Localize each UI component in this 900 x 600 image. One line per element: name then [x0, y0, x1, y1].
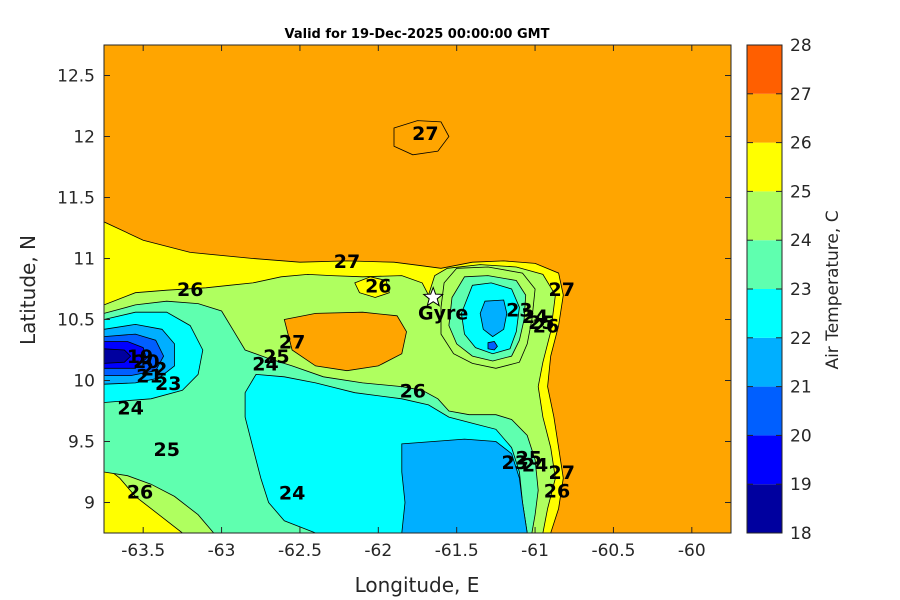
gyre-marker-label: Gyre: [418, 303, 468, 325]
contour-label: 24: [117, 397, 143, 419]
y-tick-label: 11: [73, 250, 95, 270]
contour-region-22: [479, 299, 508, 338]
colorbar-tick-label: 28: [790, 36, 812, 56]
y-tick-label: 9: [84, 494, 95, 514]
x-axis-label: Longitude, E: [355, 573, 480, 597]
contour-label: 27: [548, 279, 574, 301]
contour-region-26: [354, 276, 390, 298]
colorbar: 18 19 20 21 22 23 24 25 26 27 28: [746, 36, 812, 544]
contour-label: 26: [177, 279, 203, 301]
contour-fill-group: [104, 45, 731, 533]
contour-label: 26: [533, 316, 559, 338]
y-tick-label: 12: [73, 128, 95, 148]
colorbar-segment: [747, 93, 782, 143]
contour-label: 27: [412, 123, 438, 145]
x-tick-label: -63: [208, 541, 236, 561]
colorbar-segment: [747, 435, 782, 485]
y-tick-label: 10: [73, 372, 95, 392]
contour-label: 19: [127, 346, 153, 368]
contour-label: 21: [136, 366, 162, 388]
colorbar-segment: [747, 484, 782, 533]
x-tick-label: -62: [364, 541, 392, 561]
contour-label: 25: [263, 346, 289, 368]
contour-label: 26: [365, 275, 391, 297]
colorbar-segment: [747, 142, 782, 192]
colorbar-tick-label: 25: [790, 182, 812, 202]
x-tick-label: -63.5: [121, 541, 165, 561]
contour-label: 23: [155, 373, 181, 395]
contour-region-27: [283, 311, 407, 372]
contour-label: 22: [141, 358, 167, 380]
contour-label: 27: [334, 251, 360, 273]
axes-frame: [103, 44, 732, 534]
contour-label: 23: [506, 300, 532, 322]
contour-label: 27: [548, 462, 574, 484]
colorbar-segment: [747, 240, 782, 289]
x-tick-label: -61: [521, 541, 549, 561]
colorbar-segment: [747, 289, 782, 338]
colorbar-tick-label: 23: [790, 280, 812, 300]
x-tick-label: -62.5: [278, 541, 322, 561]
colorbar-tick-label: 20: [790, 426, 812, 446]
x-tick-label: -60.5: [591, 541, 635, 561]
contour-label: 24: [279, 483, 305, 505]
axes: -63.5 -63 -62.5 -62 -61.5 -61 -60.5 -60 9 9.5 10 10…: [57, 44, 732, 561]
colorbar-segment: [747, 337, 782, 387]
x-tick-label: -61.5: [435, 541, 479, 561]
contour-label: 24: [522, 455, 548, 477]
contour-label: 25: [153, 439, 179, 461]
contour-label: 27: [279, 331, 305, 353]
colorbar-tick-label: 18: [790, 524, 812, 544]
contour-label: 26: [544, 480, 570, 502]
gyre-star-marker: [422, 286, 445, 307]
y-tick-label: 11.5: [57, 189, 95, 209]
y-axis-label: Latitude, N: [16, 235, 40, 345]
y-tick-label: 12.5: [57, 67, 95, 87]
colorbar-tick-label: 19: [790, 475, 812, 495]
contour-label: 20: [133, 351, 159, 373]
colorbar-tick-label: 24: [790, 231, 812, 251]
colorbar-tick-label: 22: [790, 329, 812, 349]
colorbar-segment: [747, 45, 782, 94]
contour-region-19: [104, 348, 132, 364]
colorbar-segment: [747, 191, 782, 241]
y-tick-label: 9.5: [68, 433, 95, 453]
contour-region-21: [487, 341, 498, 351]
contour-region-27: [393, 120, 450, 156]
colorbar-tick-label: 21: [790, 378, 812, 398]
contour-label: 25: [528, 312, 554, 334]
colorbar-label: Air Temperature, C: [823, 210, 843, 369]
contour-region-22: [401, 438, 528, 533]
colorbar-segment: [747, 386, 782, 436]
colorbar-tick-label: 26: [790, 134, 812, 154]
contour-label: 26: [400, 380, 426, 402]
contour-label: 25: [516, 447, 542, 469]
contour-label: 24: [522, 306, 548, 328]
colorbar-tick-label: 27: [790, 85, 812, 105]
contour-label: 23: [501, 452, 527, 474]
y-tick-label: 10.5: [57, 311, 95, 331]
contour-label: 26: [127, 482, 153, 504]
x-tick-label: -60: [678, 541, 706, 561]
contour-label: 24: [252, 353, 278, 375]
chart-title: Valid for 19-Dec-2025 00:00:00 GMT: [285, 27, 550, 42]
